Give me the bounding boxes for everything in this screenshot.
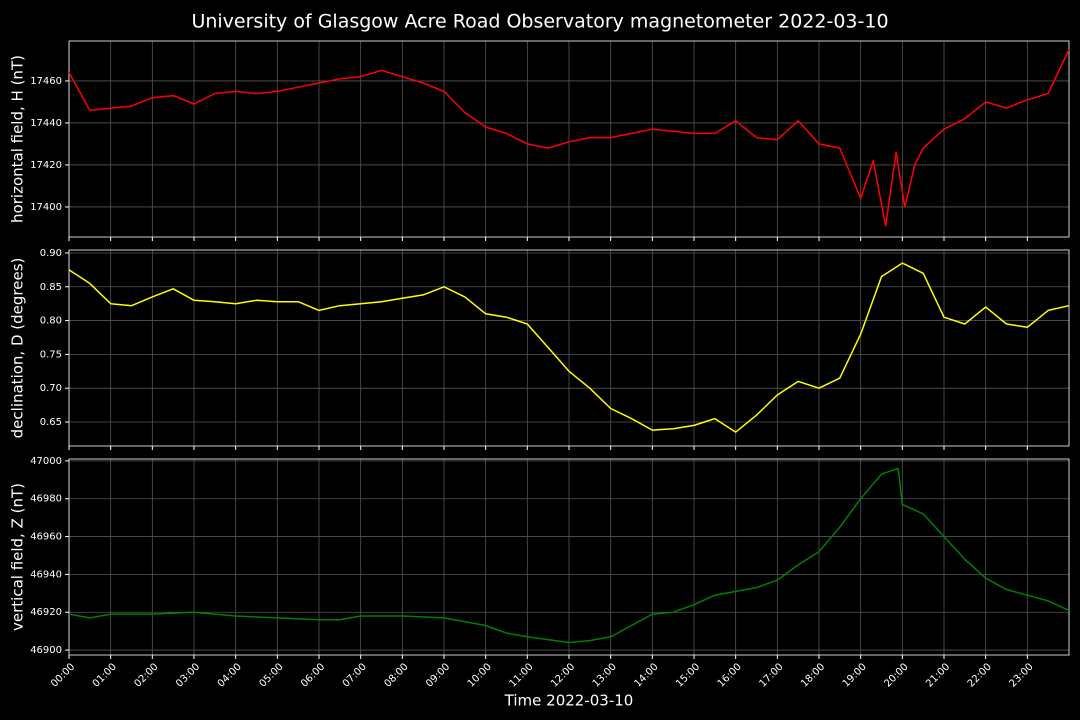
y-tick-label: 46960 [30, 532, 62, 543]
plot-frame [68, 458, 1070, 656]
y-tick-label: 17460 [30, 76, 62, 87]
figure-title: University of Glasgow Acre Road Observat… [191, 11, 888, 33]
data-line [68, 262, 1070, 433]
plot-frame [68, 249, 1070, 447]
y-tick-label: 0.80 [40, 316, 62, 327]
y-tick-label: 0.85 [40, 282, 62, 293]
data-line [68, 49, 1070, 227]
data-line [68, 467, 1070, 644]
y-tick-label: 17440 [30, 118, 62, 129]
y-tick-label: 0.65 [40, 417, 62, 428]
y-tick-label: 47000 [30, 456, 62, 467]
y-tick-label: 46900 [30, 645, 62, 656]
y-axis-label: horizontal field, H (nT) [9, 55, 27, 223]
y-tick-label: 17420 [30, 160, 62, 171]
y-tick-label: 46940 [30, 569, 62, 580]
y-tick-label: 46920 [30, 607, 62, 618]
y-axis-label: vertical field, Z (nT) [9, 483, 27, 631]
y-tick-label: 17400 [30, 202, 62, 213]
y-tick-label: 0.75 [40, 349, 62, 360]
plot-frame [68, 40, 1070, 238]
y-tick-label: 0.90 [40, 248, 62, 259]
y-tick-label: 46980 [30, 494, 62, 505]
y-tick-label: 0.70 [40, 383, 62, 394]
y-axis-label: declination, D (degrees) [9, 258, 27, 439]
x-axis-label: Time 2022-03-10 [504, 692, 634, 710]
